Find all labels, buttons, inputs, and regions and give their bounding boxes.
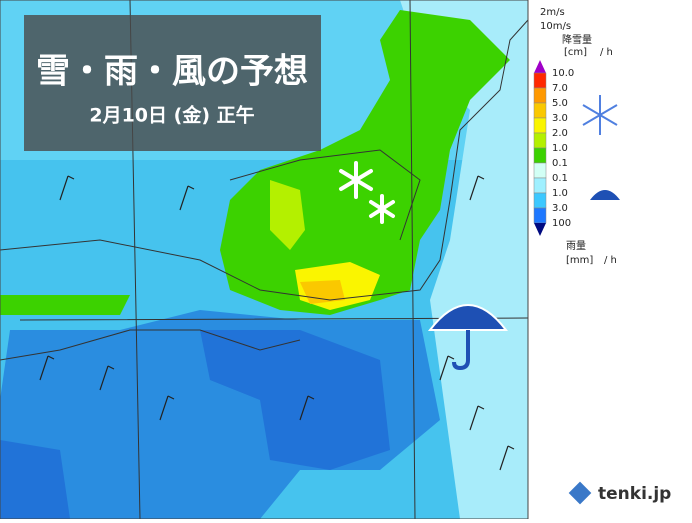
unit: / h bbox=[600, 47, 613, 58]
scale-label: 0.1 bbox=[552, 173, 568, 184]
scale-label: 1.0 bbox=[552, 143, 568, 154]
wind-label: 10m/s bbox=[540, 21, 571, 32]
umbrella-icon bbox=[427, 304, 509, 371]
color-swatch bbox=[533, 192, 547, 209]
scale-label: 1.0 bbox=[552, 188, 568, 199]
color-swatch bbox=[533, 177, 547, 194]
scale-label: 2.0 bbox=[552, 128, 568, 139]
snow-icon bbox=[339, 161, 395, 224]
color-swatch bbox=[533, 117, 547, 134]
title-box bbox=[24, 15, 321, 151]
scale-label: 5.0 bbox=[552, 98, 568, 109]
wind-label: 2m/s bbox=[540, 7, 565, 18]
color-swatch bbox=[533, 72, 547, 89]
legend: 2m/s 10m/s 降雪量 [cm] / h 雨量 [mm] / h 10.0… bbox=[533, 7, 620, 266]
legend-umbrella bbox=[590, 190, 620, 200]
title: 雪・雨・風の予想 bbox=[36, 52, 308, 92]
color-swatch bbox=[533, 87, 547, 104]
scale-label: 0.1 bbox=[552, 158, 568, 169]
scale-label: 7.0 bbox=[552, 83, 568, 94]
color-swatch bbox=[533, 132, 547, 149]
rain-unit: [mm] bbox=[566, 255, 593, 266]
unit: / h bbox=[604, 255, 617, 266]
logo-text: tenki.jp bbox=[598, 484, 671, 504]
snow-unit: [cm] bbox=[564, 47, 587, 58]
logo: tenki.jp bbox=[568, 481, 671, 505]
color-swatch bbox=[533, 147, 547, 164]
scale-label: 100 bbox=[552, 218, 571, 229]
color-swatch bbox=[534, 223, 546, 236]
legend-snow-icon bbox=[582, 95, 618, 135]
scale-label: 3.0 bbox=[552, 203, 568, 214]
color-swatch bbox=[533, 102, 547, 119]
scale-label: 10.0 bbox=[552, 68, 574, 79]
scale-label: 3.0 bbox=[552, 113, 568, 124]
subtitle: 2月10日 (金) 正午 bbox=[89, 104, 254, 127]
color-swatch bbox=[533, 162, 547, 179]
rain-title: 雨量 bbox=[566, 240, 586, 252]
color-swatch bbox=[534, 60, 546, 73]
color-swatch bbox=[533, 207, 547, 224]
snow-title: 降雪量 bbox=[562, 33, 592, 46]
